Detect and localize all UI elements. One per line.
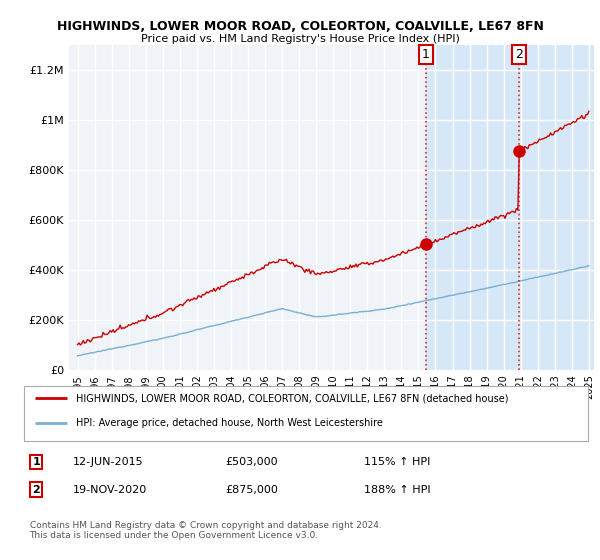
Text: Price paid vs. HM Land Registry's House Price Index (HPI): Price paid vs. HM Land Registry's House … xyxy=(140,34,460,44)
Text: 2: 2 xyxy=(32,484,40,494)
Bar xyxy=(426,45,598,370)
Text: HIGHWINDS, LOWER MOOR ROAD, COLEORTON, COALVILLE, LE67 8FN (detached house): HIGHWINDS, LOWER MOOR ROAD, COLEORTON, C… xyxy=(76,393,508,403)
Text: £503,000: £503,000 xyxy=(226,457,278,467)
Text: £875,000: £875,000 xyxy=(226,484,278,494)
Text: 1: 1 xyxy=(32,457,40,467)
Text: 2: 2 xyxy=(515,48,523,61)
Text: 19-NOV-2020: 19-NOV-2020 xyxy=(73,484,147,494)
Text: 1: 1 xyxy=(422,48,430,61)
Text: 12-JUN-2015: 12-JUN-2015 xyxy=(73,457,143,467)
Text: 115% ↑ HPI: 115% ↑ HPI xyxy=(364,457,430,467)
Text: Contains HM Land Registry data © Crown copyright and database right 2024.
This d: Contains HM Land Registry data © Crown c… xyxy=(29,521,381,540)
Text: 188% ↑ HPI: 188% ↑ HPI xyxy=(364,484,430,494)
Text: HIGHWINDS, LOWER MOOR ROAD, COLEORTON, COALVILLE, LE67 8FN: HIGHWINDS, LOWER MOOR ROAD, COLEORTON, C… xyxy=(56,20,544,32)
FancyBboxPatch shape xyxy=(24,386,588,441)
Text: HPI: Average price, detached house, North West Leicestershire: HPI: Average price, detached house, Nort… xyxy=(76,418,382,428)
